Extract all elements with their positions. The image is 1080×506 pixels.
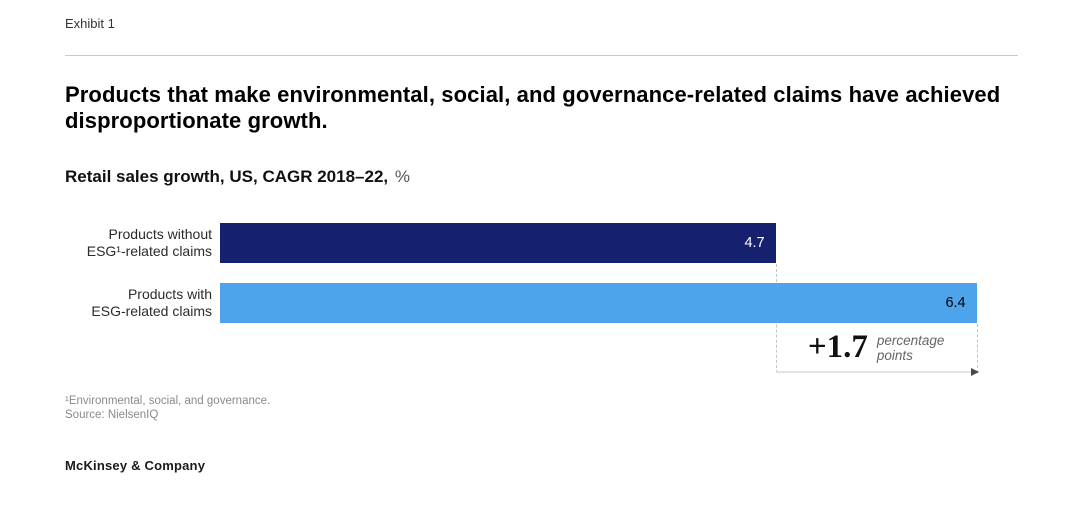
bar-label-line: Products without [108,226,213,242]
bar-with-esg-claims: 6.4 [220,283,977,323]
delta-annotation: +1.7 percentage points [776,324,977,371]
bar-without-esg-claims: 4.7 [220,223,776,263]
delta-unit-line1: percentage [876,332,945,348]
bar-label-with-esg: Products with ESG-related claims [65,283,220,323]
footnote-source: Source: NielsenIQ [65,409,159,421]
bar-row-with-esg: Products with ESG-related claims 6.4 [65,283,1018,323]
delta-unit-label: percentage points [877,333,945,363]
bar-value-label-with-esg: 6.4 [945,295,966,311]
bar-label-without-esg: Products without ESG¹-related claims [65,223,220,263]
footnotes: ¹Environmental, social, and governance. … [65,394,1018,422]
divider [65,55,1018,56]
chart-subtitle-unit: % [394,167,410,186]
page-title: Products that make environmental, social… [65,82,1001,133]
bar-label-line: Products with [127,286,212,302]
dashed-guideline-right [976,324,978,373]
bar-chart: Products without ESG¹-related claims 4.7… [65,223,1018,376]
bar-row-without-esg: Products without ESG¹-related claims 4.7 [65,223,1018,263]
delta-unit-line2: points [876,347,913,363]
arrowhead-right-icon [970,368,979,376]
bar-value-label-without-esg: 4.7 [744,235,765,251]
bar-label-line: ESG¹-related claims [86,243,212,259]
delta-value: +1.7 [807,329,868,365]
delta-arrow [775,368,979,376]
bar-label-line: ESG-related claims [91,303,212,319]
mckinsey-wordmark: McKinsey & Company [65,458,206,473]
chart-subtitle-main: Retail sales growth, US, CAGR 2018–22, [65,167,389,186]
footnote-esg-definition: ¹Environmental, social, and governance. [65,395,271,407]
exhibit-label: Exhibit 1 [65,16,115,31]
chart-subtitle: Retail sales growth, US, CAGR 2018–22, % [65,167,1018,187]
